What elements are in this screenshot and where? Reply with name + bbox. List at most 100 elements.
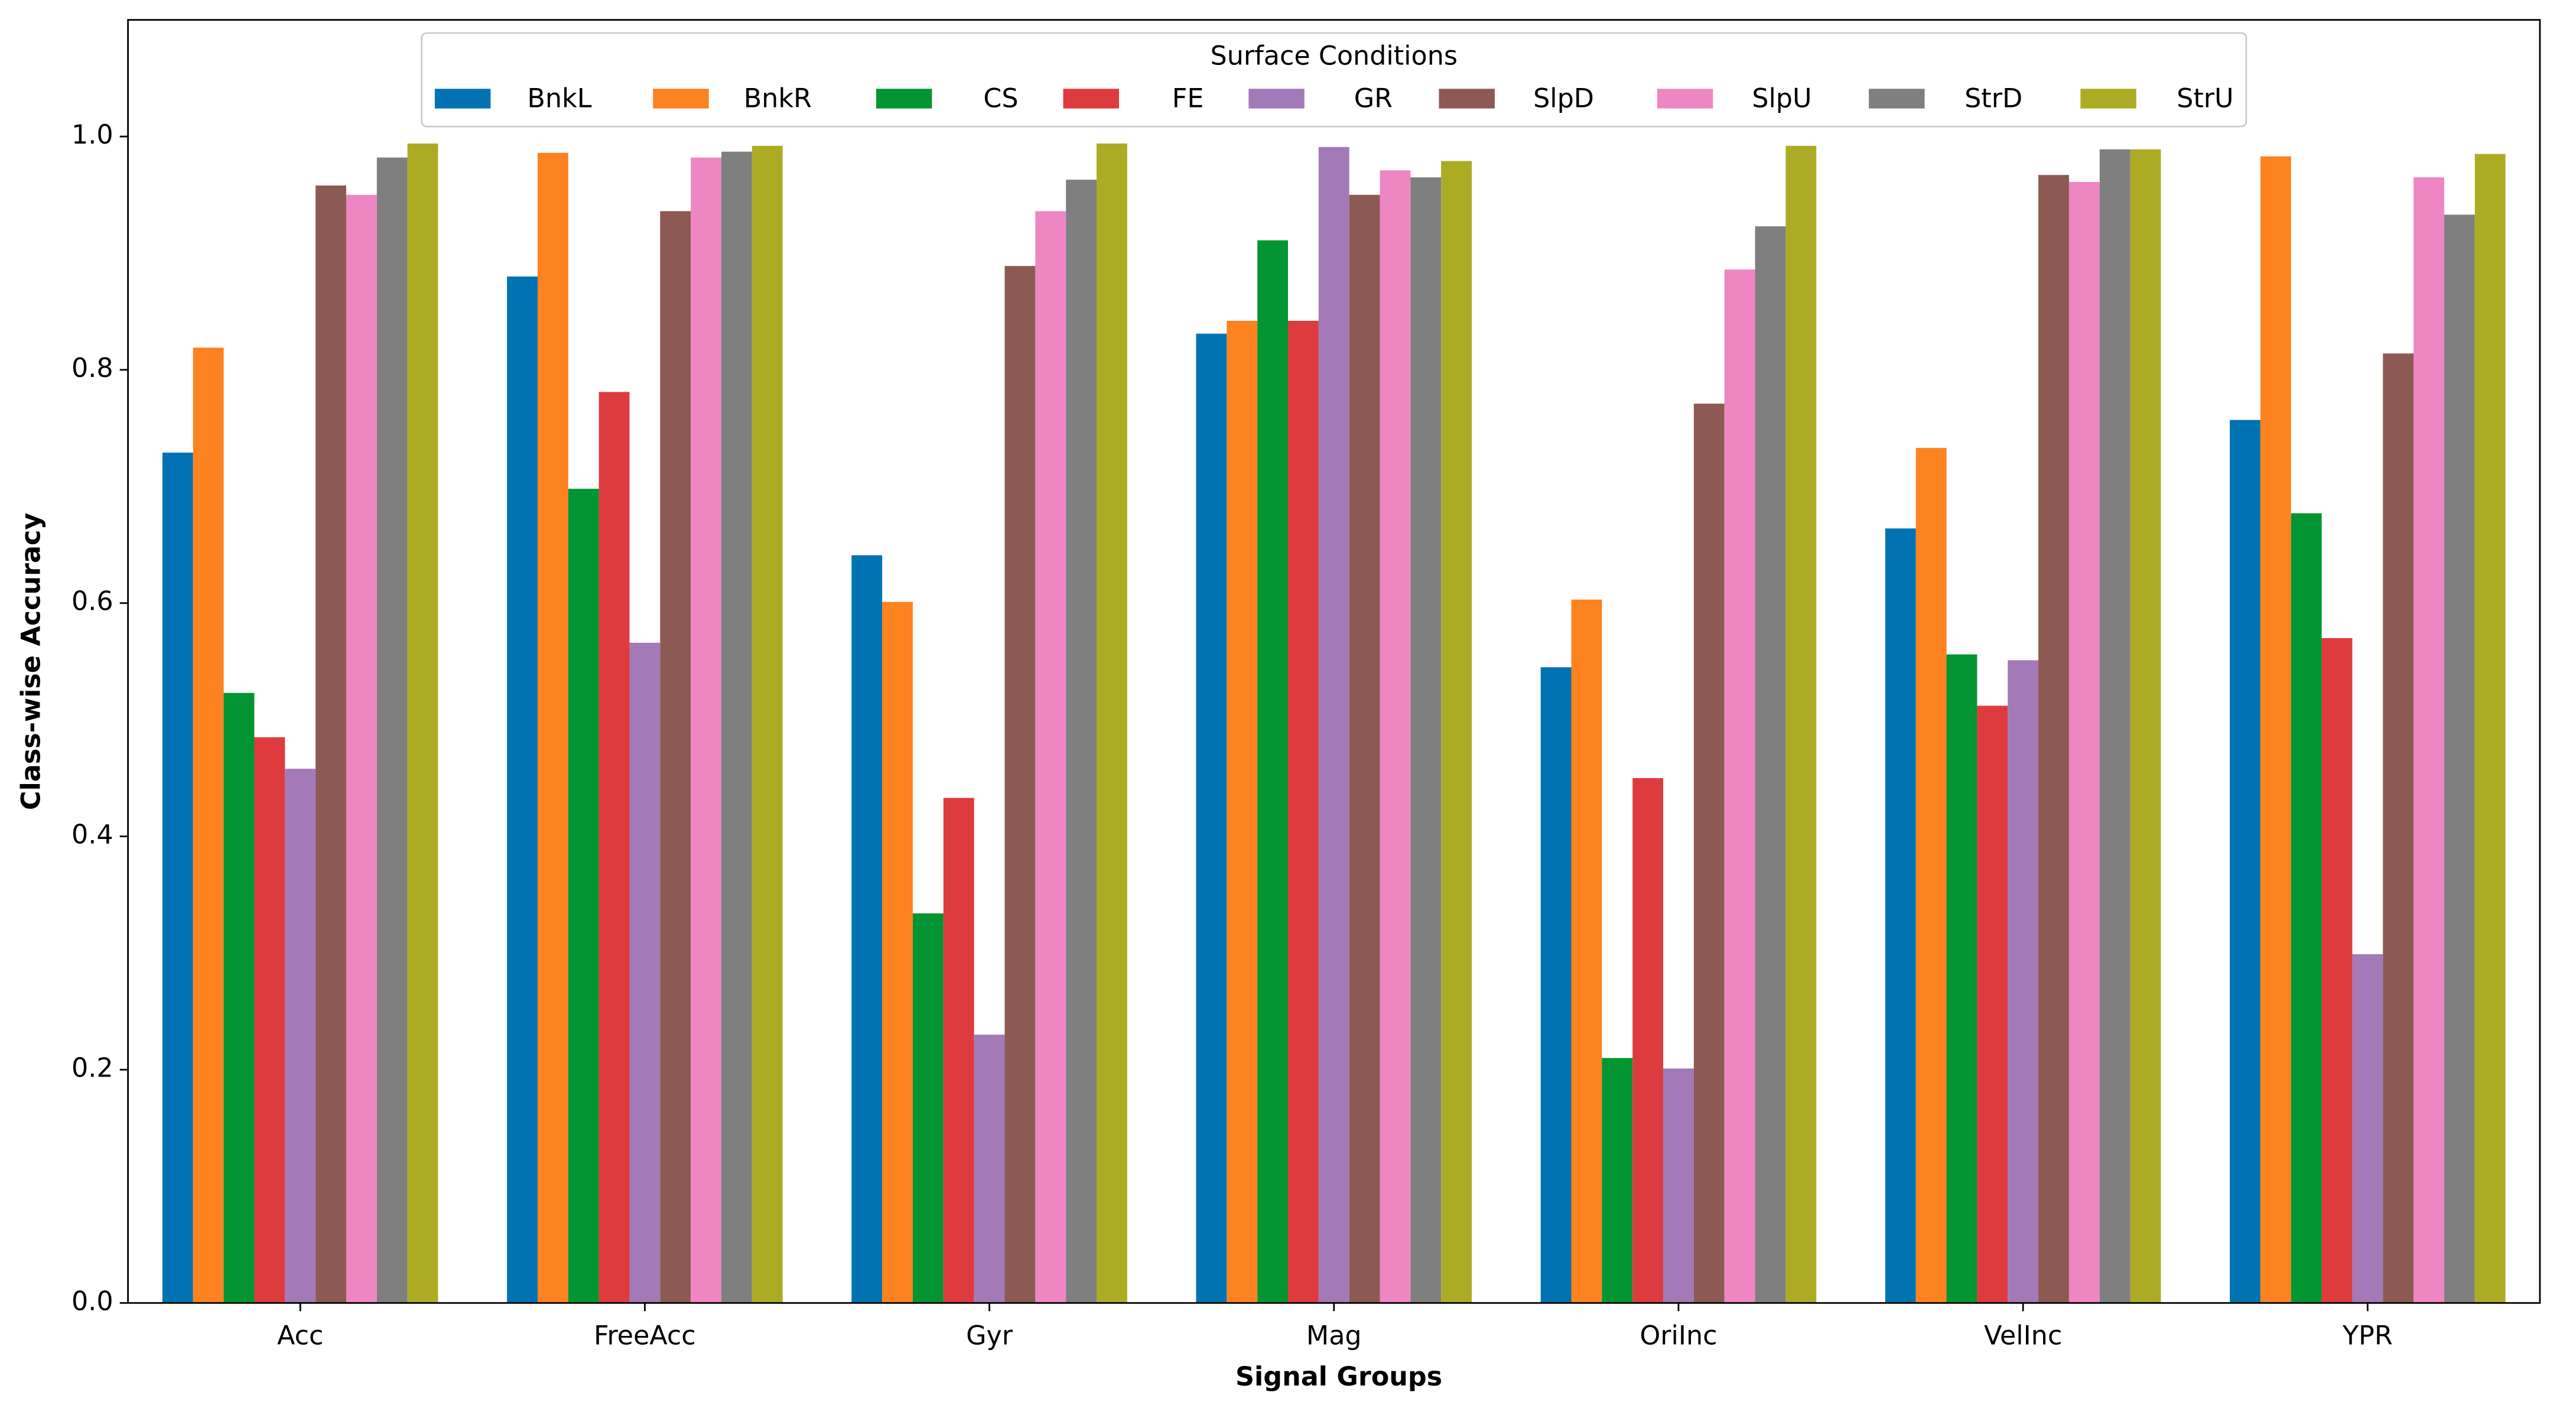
legend-title: Surface Conditions xyxy=(1211,41,1458,71)
bar xyxy=(599,392,630,1303)
legend-label: BnkR xyxy=(744,84,812,114)
bar xyxy=(1410,177,1442,1303)
bar xyxy=(629,642,661,1303)
bar xyxy=(1885,528,1916,1303)
legend-label: StrD xyxy=(1964,84,2022,114)
legend-label: StrU xyxy=(2177,84,2233,114)
bar xyxy=(1380,170,1411,1303)
y-tick-label: 1.0 xyxy=(71,120,113,150)
bar xyxy=(1257,240,1288,1303)
y-tick-label: 0.4 xyxy=(71,820,113,850)
bar xyxy=(254,737,285,1303)
bar xyxy=(2230,419,2260,1303)
y-tick-label: 0.2 xyxy=(71,1053,113,1083)
bar xyxy=(1196,333,1227,1303)
bar xyxy=(568,489,599,1303)
legend-swatch xyxy=(1657,89,1713,109)
y-tick-label: 0.8 xyxy=(71,353,113,383)
bar xyxy=(2008,660,2039,1303)
bar xyxy=(1035,211,1066,1303)
legend-swatch xyxy=(1063,89,1119,109)
x-tick-label: VelInc xyxy=(1984,1321,2062,1351)
bar xyxy=(162,453,193,1303)
bar xyxy=(1288,320,1319,1303)
bar xyxy=(223,692,255,1303)
legend-label: FE xyxy=(1172,84,1204,114)
bar xyxy=(2130,149,2161,1303)
x-axis-label: Signal Groups xyxy=(1235,1362,1442,1392)
bar xyxy=(1632,778,1664,1303)
bar xyxy=(1977,705,2008,1303)
bar xyxy=(376,157,408,1303)
bar xyxy=(1946,654,1977,1303)
bar xyxy=(537,152,568,1303)
legend-swatch xyxy=(2080,89,2136,109)
bar xyxy=(1540,667,1572,1303)
bar xyxy=(2352,954,2383,1303)
bar xyxy=(2038,175,2069,1303)
legend-label: GR xyxy=(1354,84,1393,114)
legend-swatch xyxy=(1439,89,1495,109)
bar xyxy=(1097,143,1127,1303)
bar xyxy=(1227,320,1258,1303)
bar xyxy=(2383,353,2414,1303)
bar xyxy=(912,913,944,1303)
x-tick-label: Mag xyxy=(1306,1321,1362,1351)
x-tick-label: Gyr xyxy=(966,1321,1013,1351)
bar xyxy=(974,1035,1005,1303)
bar xyxy=(2321,638,2353,1303)
bar xyxy=(507,276,538,1303)
x-tick-label: YPR xyxy=(2342,1321,2393,1351)
legend-swatch xyxy=(434,89,491,109)
bar xyxy=(407,143,438,1303)
bar xyxy=(882,601,913,1303)
legend-label: SlpU xyxy=(1752,84,1811,114)
bar xyxy=(1349,194,1380,1303)
bar xyxy=(1318,147,1349,1303)
bar xyxy=(193,347,224,1303)
bar xyxy=(721,151,752,1303)
bar xyxy=(316,185,346,1303)
bar xyxy=(691,157,721,1303)
x-tick-label: FreeAcc xyxy=(594,1321,696,1351)
y-tick-label: 0.0 xyxy=(71,1286,113,1316)
legend-label: SlpD xyxy=(1533,84,1594,114)
x-tick-label: OriInc xyxy=(1640,1321,1717,1351)
legend-swatch xyxy=(876,89,932,109)
bar xyxy=(1571,599,1602,1303)
bar xyxy=(2099,149,2131,1303)
bar xyxy=(660,211,691,1303)
bar xyxy=(285,769,316,1303)
bar xyxy=(851,555,883,1303)
plot-frame xyxy=(127,19,2541,1304)
legend-swatch xyxy=(653,89,709,109)
bar xyxy=(1066,180,1097,1303)
bar xyxy=(1663,1068,1694,1303)
bar xyxy=(2291,513,2322,1303)
legend-swatch xyxy=(1248,89,1305,109)
bar xyxy=(752,145,783,1303)
bar xyxy=(2474,154,2506,1303)
bar xyxy=(1785,145,1817,1303)
bar xyxy=(1441,161,1472,1303)
x-tick-label: Acc xyxy=(277,1321,323,1351)
bar xyxy=(346,194,377,1303)
bar xyxy=(2444,214,2475,1303)
bar xyxy=(943,798,974,1303)
bar xyxy=(2260,156,2291,1303)
bar xyxy=(1602,1058,1633,1303)
bar xyxy=(1004,266,1036,1303)
legend-label: CS xyxy=(983,84,1018,114)
legend-label: BnkL xyxy=(527,84,591,114)
bar xyxy=(1915,448,1947,1303)
y-axis-label: Class-wise Accuracy xyxy=(17,513,47,810)
bar xyxy=(2068,182,2100,1303)
y-tick-label: 0.6 xyxy=(71,587,113,617)
bar xyxy=(1693,404,1725,1303)
bar xyxy=(1724,269,1755,1303)
bar xyxy=(2414,177,2444,1303)
legend-swatch xyxy=(1869,89,1925,109)
bar xyxy=(1755,226,1786,1303)
